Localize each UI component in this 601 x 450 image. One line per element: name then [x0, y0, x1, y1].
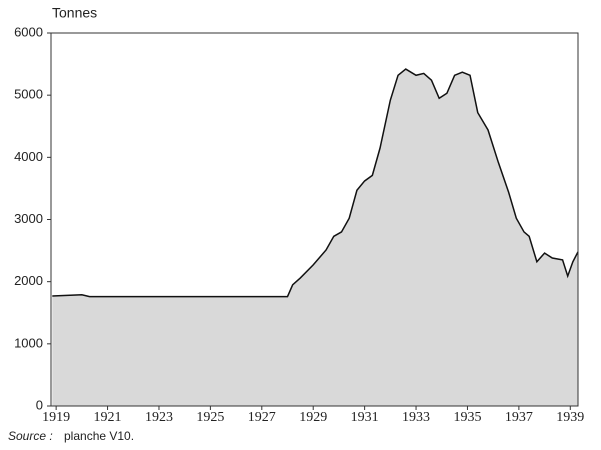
- area-line: [52, 68, 579, 298]
- area: [52, 69, 579, 406]
- x-tick-label: 1925: [196, 410, 224, 425]
- x-tick-label: 1931: [351, 410, 379, 425]
- x-tick-label: 1935: [453, 410, 481, 425]
- y-tick-label: 6000: [14, 24, 43, 39]
- x-tick-label: 1923: [145, 410, 173, 425]
- y-tick-label: 1000: [14, 335, 43, 350]
- y-tick-label: 2000: [14, 273, 43, 288]
- x-tick-label: 1939: [556, 410, 584, 425]
- x-tick-label: 1933: [402, 410, 430, 425]
- y-tick-label: 4000: [14, 149, 43, 164]
- x-tick-label: 1919: [42, 410, 70, 425]
- x-tick-label: 1937: [505, 410, 533, 425]
- y-tick-label: 0: [36, 397, 43, 412]
- x-tick-label: 1921: [94, 410, 122, 425]
- source-label: Source :: [8, 429, 53, 443]
- y-tick-label: 3000: [14, 211, 43, 226]
- y-axis-label: Tonnes: [52, 5, 97, 21]
- y-tick-label: 5000: [14, 87, 43, 102]
- x-tick-label: 1929: [299, 410, 327, 425]
- source-text: planche V10.: [64, 429, 134, 443]
- x-tick-label: 1927: [248, 410, 276, 425]
